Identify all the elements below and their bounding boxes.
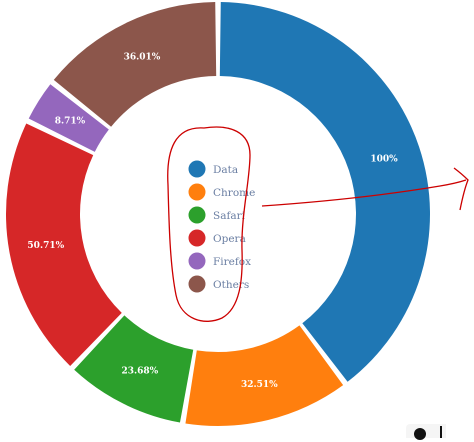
slice-label-safari: 23.68% xyxy=(121,367,158,377)
slice-label-chrome: 32.51% xyxy=(241,380,278,390)
legend-label-firefox: Firefox xyxy=(213,256,251,268)
legend-label-opera: Opera xyxy=(213,233,246,245)
annotation-arrow-head xyxy=(453,167,469,211)
slice-others[interactable] xyxy=(53,2,217,127)
text-cursor-icon xyxy=(440,426,442,438)
annotations-group xyxy=(167,126,469,322)
slice-label-data: 100% xyxy=(370,155,398,165)
legend-label-chrome: Chrome xyxy=(213,187,255,199)
legend-swatch-opera xyxy=(188,229,206,247)
slice-label-opera: 50.71% xyxy=(27,241,64,251)
avatar-icon xyxy=(414,428,426,440)
legend-swatch-others xyxy=(188,275,206,293)
annotation-arrow-line xyxy=(261,179,467,207)
legend-label-others: Others xyxy=(213,279,249,291)
legend-item-safari[interactable]: Safari xyxy=(188,206,246,224)
legend-swatch-firefox xyxy=(188,252,206,270)
legend: Data Chrome Safari Opera Firefox Others xyxy=(188,160,256,293)
legend-swatch-data xyxy=(188,160,206,178)
annotation-loop xyxy=(167,126,251,322)
legend-swatch-safari xyxy=(188,206,206,224)
legend-item-data[interactable]: Data xyxy=(188,160,239,178)
legend-label-safari: Safari xyxy=(213,210,246,222)
slice-label-firefox: 8.71% xyxy=(55,117,86,127)
slice-safari[interactable] xyxy=(74,315,194,423)
slice-opera[interactable] xyxy=(6,123,122,366)
slices-group xyxy=(6,2,431,426)
legend-label-data: Data xyxy=(213,164,238,176)
legend-item-opera[interactable]: Opera xyxy=(188,229,246,247)
slice-chrome[interactable] xyxy=(185,325,344,426)
legend-item-chrome[interactable]: Chrome xyxy=(188,183,256,201)
legend-swatch-chrome xyxy=(188,183,206,201)
slice-labels-group: 100% 32.51% 23.68% 50.71% 8.71% 36.01% xyxy=(27,52,398,390)
slice-label-others: 36.01% xyxy=(124,52,161,62)
slice-data[interactable] xyxy=(219,2,431,382)
slice-firefox[interactable] xyxy=(28,84,109,152)
